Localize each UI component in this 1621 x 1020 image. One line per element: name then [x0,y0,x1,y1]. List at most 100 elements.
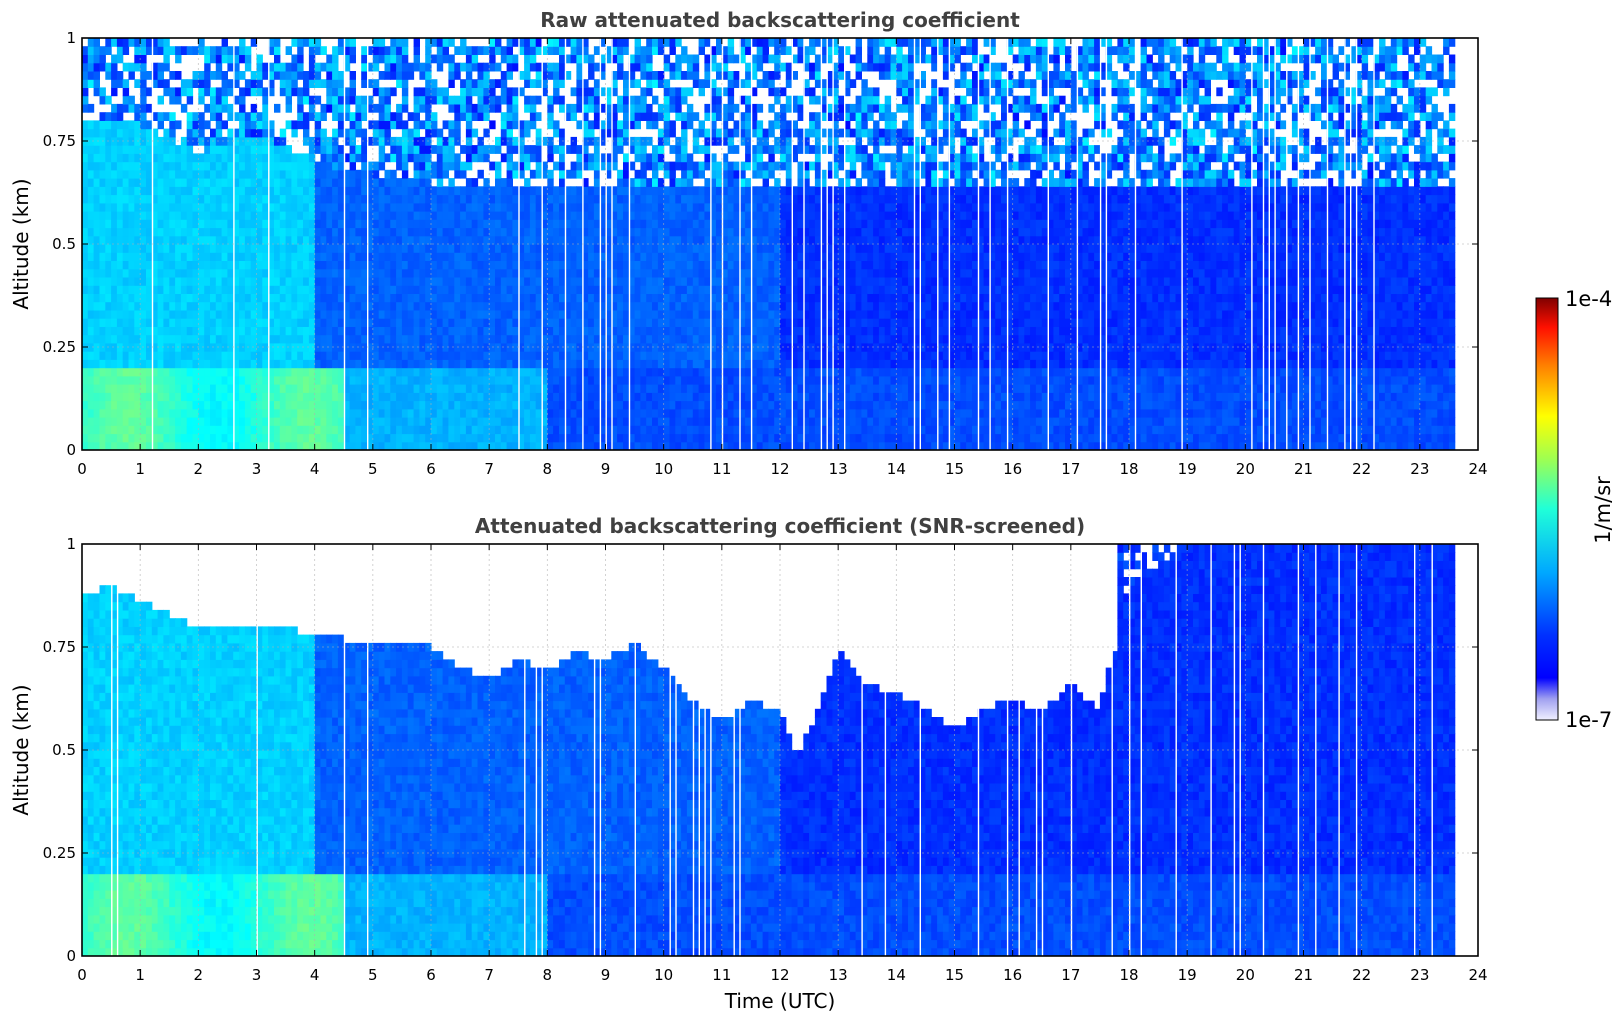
heatmap-cell [495,425,502,435]
heatmap-cell [186,145,194,154]
heatmap-cell [227,285,234,294]
heatmap-cell [396,417,403,426]
heatmap-cell [500,417,508,426]
heatmap-cell [634,103,641,113]
heatmap-cell [547,375,554,385]
heatmap-cell [274,260,281,270]
heatmap-cell [582,408,589,418]
heatmap-cell [401,318,409,327]
heatmap-cell [279,260,287,270]
heatmap-cell [570,244,577,253]
heatmap-cell [262,244,269,253]
heatmap-cell [157,169,164,179]
heatmap-cell [244,260,252,270]
heatmap-cell [535,252,543,261]
heatmap-cell [291,235,298,245]
heatmap-cell [268,417,275,426]
heatmap-cell [483,417,490,426]
heatmap-cell [169,227,176,237]
heatmap-cell [233,244,240,253]
heatmap-cell [559,326,566,336]
heatmap-cell [146,120,153,130]
heatmap-cell [396,334,403,344]
heatmap-cell [297,178,304,187]
heatmap-cell [559,202,566,212]
heatmap-cell [87,161,95,171]
heatmap-cell [221,268,228,278]
heatmap-cell [500,244,508,253]
heatmap-cell [605,54,612,64]
heatmap-cell [169,425,176,435]
heatmap-cell [361,169,368,179]
heatmap-cell [372,244,380,253]
heatmap-cell [675,71,682,80]
heatmap-cell [495,301,502,311]
heatmap-cell [518,252,525,261]
heatmap-cell [337,384,345,393]
heatmap-cell [279,367,287,377]
heatmap-cell [134,301,141,311]
heatmap-cell [134,293,141,303]
heatmap-cell [448,400,455,410]
heatmap-cell [390,87,397,97]
heatmap-cell [250,235,258,245]
heatmap-cell [157,433,164,443]
heatmap-cell [175,235,182,245]
heatmap-cell [454,103,461,113]
heatmap-cell [87,433,95,443]
heatmap-cell [157,417,164,426]
heatmap-cell [506,252,513,261]
heatmap-cell [512,293,519,303]
heatmap-cell [547,392,554,402]
heatmap-cell [87,169,95,179]
heatmap-cell [239,71,246,80]
heatmap-cell [599,153,607,163]
heatmap-cell [483,87,490,97]
heatmap-cell [617,334,624,344]
heatmap-cell [210,95,217,105]
heatmap-cell [425,235,432,245]
heatmap-cell [180,318,188,327]
heatmap-cell [221,194,228,204]
heatmap-cell [99,268,106,278]
heatmap-cell [82,408,89,418]
heatmap-cell [657,334,665,344]
heatmap-cell [140,309,147,319]
heatmap-cell [721,441,729,450]
heatmap-cell [320,309,327,319]
heatmap-cell [663,235,671,245]
heatmap-cell [239,293,246,303]
heatmap-cell [436,178,444,187]
heatmap-cell [250,244,258,253]
heatmap-cell [372,252,380,261]
heatmap-cell [349,301,356,311]
heatmap-cell [489,227,496,237]
heatmap-cell [367,417,374,426]
heatmap-cell [250,186,258,196]
heatmap-cell [529,186,537,196]
heatmap-cell [169,285,176,294]
heatmap-cell [524,194,531,204]
heatmap-cell [588,194,595,204]
heatmap-cell [361,202,368,212]
heatmap-cell [518,161,525,171]
heatmap-cell [355,408,362,418]
heatmap-cell [355,202,362,212]
heatmap-cell [442,211,449,220]
heatmap-cell [413,425,420,435]
heatmap-cell [337,441,345,450]
heatmap-cell [657,202,665,212]
heatmap-cell [116,342,124,352]
heatmap-cell [262,235,269,245]
heatmap-cell [250,112,258,121]
heatmap-cell [605,408,612,418]
heatmap-cell [582,425,589,435]
heatmap-cell [308,227,316,237]
heatmap-cell [210,128,217,138]
heatmap-cell [204,301,211,311]
heatmap-cell [500,367,508,377]
heatmap-cell [291,433,298,443]
heatmap-cell [372,211,380,220]
heatmap-cell [122,87,130,97]
heatmap-cell [99,301,106,311]
